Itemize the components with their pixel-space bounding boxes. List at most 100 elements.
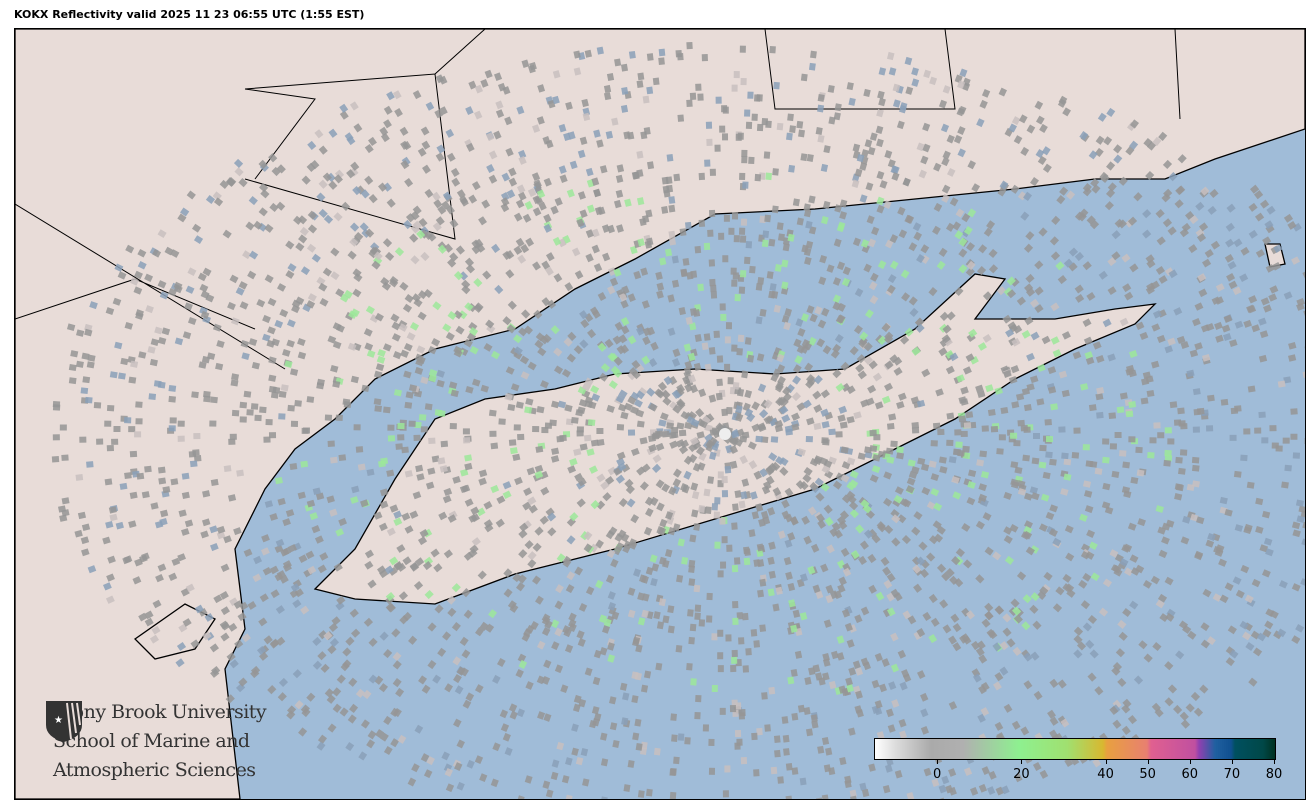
radar-gate	[641, 355, 651, 365]
radar-gate	[1057, 275, 1067, 285]
radar-gate	[274, 477, 283, 485]
radar-gate	[573, 67, 582, 76]
radar-gate	[902, 177, 911, 187]
radar-gate	[582, 778, 590, 787]
radar-gate	[1121, 725, 1131, 735]
radar-gate	[667, 294, 675, 303]
radar-map[interactable]: ★ Stony Brook University School of Marin…	[14, 28, 1306, 800]
radar-gate	[963, 767, 973, 777]
radar-gate	[508, 703, 518, 713]
radar-gate	[1122, 608, 1132, 618]
radar-gate	[605, 130, 614, 139]
radar-gate	[1235, 589, 1245, 599]
radar-gate	[633, 270, 642, 280]
radar-gate	[636, 80, 644, 89]
radar-gate	[656, 502, 665, 512]
radar-gate	[828, 428, 836, 436]
radar-gate	[641, 609, 649, 618]
radar-gate	[169, 417, 177, 424]
radar-gate	[913, 231, 923, 241]
radar-gate	[792, 609, 801, 618]
radar-gate	[668, 196, 676, 204]
radar-gate	[439, 75, 448, 85]
radar-gate	[505, 147, 514, 157]
radar-gate	[874, 700, 883, 709]
radar-gate	[795, 318, 804, 327]
radar-gate	[66, 323, 76, 332]
radar-gate	[855, 690, 863, 699]
radar-gate	[729, 705, 737, 713]
radar-gate	[474, 238, 484, 248]
radar-gate	[949, 575, 959, 586]
radar-gate	[573, 345, 583, 355]
radar-gate	[618, 389, 628, 399]
radar-gate	[576, 498, 586, 508]
radar-gate	[136, 472, 145, 480]
radar-gate	[1291, 256, 1301, 265]
radar-gate	[1032, 761, 1042, 772]
radar-gate	[978, 493, 988, 502]
radar-gate	[908, 470, 918, 479]
radar-gate	[517, 653, 527, 663]
radar-gate	[486, 164, 495, 174]
radar-gate	[1088, 404, 1097, 412]
radar-gate	[332, 703, 342, 713]
radar-gate	[615, 474, 625, 484]
radar-gate	[721, 133, 729, 141]
radar-gate	[1037, 363, 1046, 373]
radar-gate	[340, 661, 350, 672]
radar-gate	[830, 349, 840, 359]
radar-gate	[233, 600, 243, 610]
radar-gate	[677, 53, 684, 61]
radar-gate	[800, 153, 808, 162]
radar-gate	[451, 583, 461, 593]
radar-gate	[250, 668, 260, 679]
radar-gate	[755, 503, 764, 512]
radar-gate	[620, 299, 629, 309]
radar-gate	[368, 194, 378, 204]
radar-gate	[456, 739, 465, 749]
radar-gate	[956, 107, 965, 117]
radar-gate	[553, 273, 563, 283]
radar-gate	[488, 609, 498, 619]
radar-gate	[286, 319, 296, 328]
radar-gate	[138, 351, 147, 359]
radar-gate	[645, 507, 654, 517]
radar-gate	[1080, 383, 1089, 391]
radar-gate	[311, 525, 321, 534]
radar-gate	[1114, 431, 1122, 439]
radar-gate	[1074, 251, 1084, 262]
radar-gate	[741, 149, 748, 158]
radar-gate	[464, 454, 473, 462]
radar-gate	[790, 624, 798, 633]
radar-gate	[461, 484, 471, 493]
radar-gate	[423, 769, 433, 779]
radar-gate	[409, 321, 420, 331]
radar-gate	[591, 244, 600, 254]
radar-gate	[734, 729, 742, 738]
radar-gate	[608, 380, 618, 390]
radar-gate	[631, 359, 641, 370]
radar-gate	[928, 287, 938, 297]
radar-gate	[558, 165, 567, 174]
radar-gate	[349, 608, 359, 618]
radar-gate	[263, 635, 273, 645]
radar-gate	[731, 699, 738, 707]
radar-gate	[1089, 220, 1100, 230]
radar-gate	[636, 197, 645, 206]
radar-gate	[784, 308, 792, 317]
radar-gate	[240, 340, 250, 348]
radar-gate	[1032, 620, 1042, 630]
radar-gate	[1300, 578, 1305, 587]
radar-gate	[896, 120, 905, 130]
radar-gate	[976, 640, 986, 650]
radar-gate	[1255, 497, 1264, 506]
radar-gate	[792, 364, 802, 374]
radar-gate	[364, 175, 374, 185]
radar-gate	[524, 406, 533, 414]
radar-gate	[610, 365, 620, 375]
radar-gate	[363, 617, 374, 627]
radar-gate	[676, 398, 686, 408]
radar-gate	[120, 357, 129, 366]
radar-gate	[887, 274, 897, 284]
